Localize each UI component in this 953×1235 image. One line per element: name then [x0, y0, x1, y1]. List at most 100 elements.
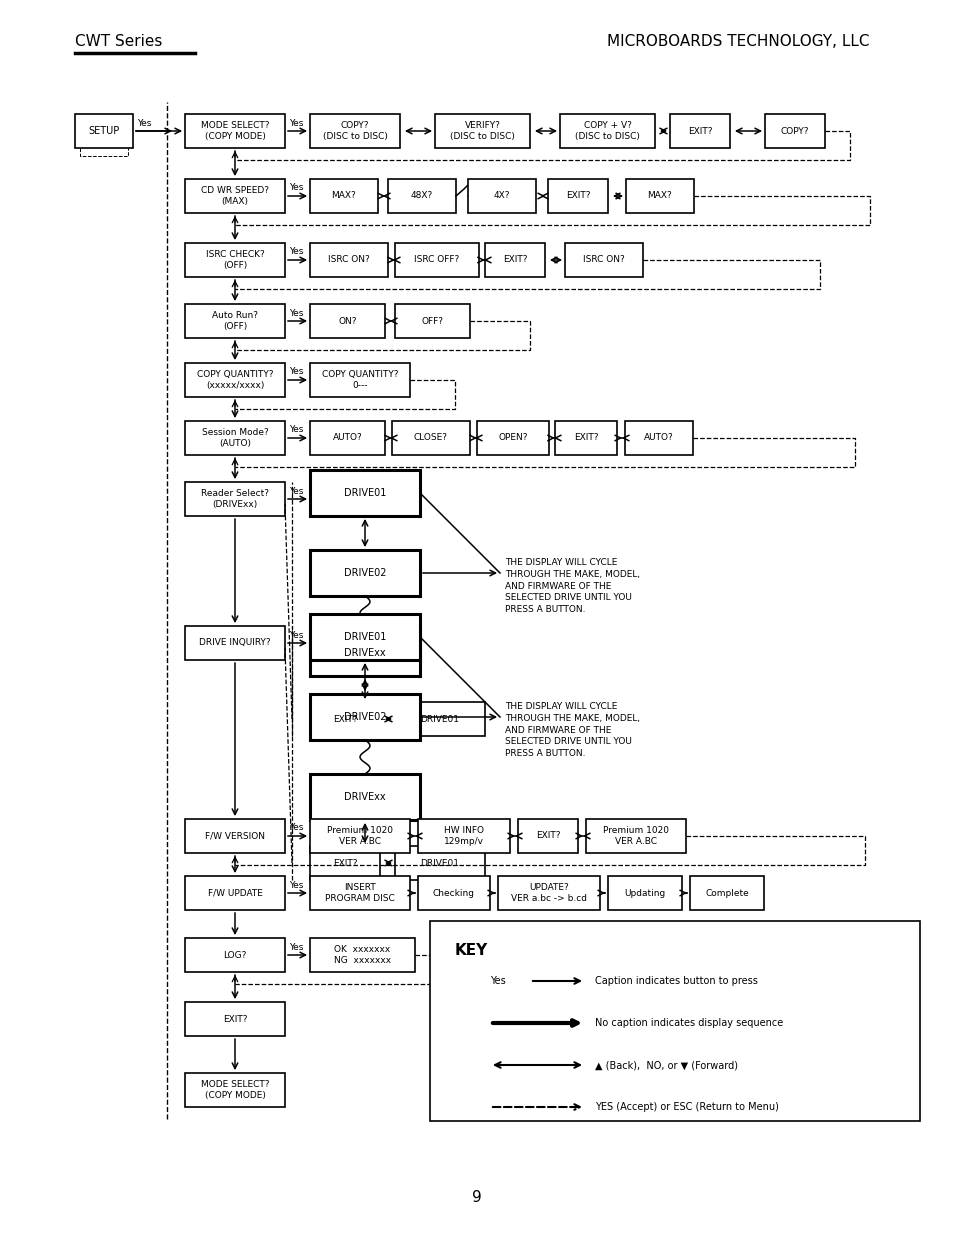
Bar [185, 939, 285, 972]
Bar [310, 694, 419, 740]
Text: ISRC OFF?: ISRC OFF? [414, 256, 459, 264]
Bar [564, 243, 642, 277]
Text: DRIVE02: DRIVE02 [343, 713, 386, 722]
Text: LOG?: LOG? [223, 951, 247, 960]
Text: KEY: KEY [455, 944, 488, 958]
Text: EXIT?: EXIT? [573, 433, 598, 442]
Text: Yes: Yes [289, 631, 303, 640]
Text: AUTO?: AUTO? [333, 433, 362, 442]
Text: CWT Series: CWT Series [75, 35, 162, 49]
Bar [310, 614, 419, 659]
Text: EXIT?: EXIT? [502, 256, 527, 264]
Text: Updating: Updating [623, 888, 665, 898]
Text: Premium 1020
VER A.BC: Premium 1020 VER A.BC [602, 826, 668, 846]
Text: COPY + V?
(DISC to DISC): COPY + V? (DISC to DISC) [575, 121, 639, 141]
Bar [417, 876, 490, 910]
Bar [625, 179, 693, 212]
Text: ISRC ON?: ISRC ON? [582, 256, 624, 264]
Text: ISRC CHECK?
(OFF): ISRC CHECK? (OFF) [206, 249, 264, 270]
Text: HW INFO
129mp/v: HW INFO 129mp/v [443, 826, 483, 846]
Bar [310, 243, 388, 277]
Bar [310, 550, 419, 597]
Bar [517, 819, 578, 853]
Bar [607, 876, 681, 910]
Text: UPDATE?
VER a.bc -> b.cd: UPDATE? VER a.bc -> b.cd [511, 883, 586, 903]
Bar [310, 939, 415, 972]
Text: ▲ (Back),  NO, or ▼ (Forward): ▲ (Back), NO, or ▼ (Forward) [595, 1060, 738, 1070]
Text: EXIT?: EXIT? [222, 1014, 247, 1024]
Text: Auto Run?
(OFF): Auto Run? (OFF) [212, 311, 257, 331]
Text: Complete: Complete [704, 888, 748, 898]
Text: Session Mode?
(AUTO): Session Mode? (AUTO) [201, 429, 268, 448]
Text: MAX?: MAX? [332, 191, 356, 200]
Text: MODE SELECT?
(COPY MODE): MODE SELECT? (COPY MODE) [200, 121, 269, 141]
Text: Yes: Yes [289, 426, 303, 435]
Text: OPEN?: OPEN? [497, 433, 527, 442]
Bar [310, 363, 410, 396]
Text: EXIT?: EXIT? [333, 858, 356, 867]
Text: Yes: Yes [289, 119, 303, 127]
Bar [430, 921, 919, 1121]
Bar [395, 304, 470, 338]
Text: 4X?: 4X? [494, 191, 510, 200]
Bar [624, 421, 692, 454]
Text: OFF?: OFF? [421, 316, 443, 326]
Text: Caption indicates button to press: Caption indicates button to press [595, 976, 757, 986]
Text: EXIT?: EXIT? [536, 831, 559, 841]
Text: DRIVExx: DRIVExx [344, 648, 385, 658]
Text: DRIVE01: DRIVE01 [420, 715, 459, 724]
Bar [185, 114, 285, 148]
Text: COPY?: COPY? [780, 126, 808, 136]
Text: Yes: Yes [490, 976, 505, 986]
Text: THE DISPLAY WILL CYCLE
THROUGH THE MAKE, MODEL,
AND FIRMWARE OF THE
SELECTED DRI: THE DISPLAY WILL CYCLE THROUGH THE MAKE,… [504, 701, 639, 758]
Bar [310, 630, 419, 676]
Bar [185, 819, 285, 853]
Text: AUTO?: AUTO? [643, 433, 673, 442]
Bar [310, 701, 379, 736]
Bar [559, 114, 655, 148]
Bar [310, 304, 385, 338]
Text: ISRC ON?: ISRC ON? [328, 256, 370, 264]
Bar [185, 1002, 285, 1036]
Text: SETUP: SETUP [89, 126, 119, 136]
Bar [185, 876, 285, 910]
Text: Yes: Yes [289, 824, 303, 832]
Bar [497, 876, 599, 910]
Bar [310, 846, 379, 881]
Text: 48X?: 48X? [411, 191, 433, 200]
Text: Premium 1020
VER A.BC: Premium 1020 VER A.BC [327, 826, 393, 846]
Bar [764, 114, 824, 148]
Bar [185, 179, 285, 212]
Text: COPY?
(DISC to DISC): COPY? (DISC to DISC) [322, 121, 387, 141]
Bar [185, 363, 285, 396]
Text: DRIVE01: DRIVE01 [343, 632, 386, 642]
Text: MAX?: MAX? [647, 191, 672, 200]
Bar [417, 819, 510, 853]
Bar [395, 243, 478, 277]
Text: MICROBOARDS TECHNOLOGY, LLC: MICROBOARDS TECHNOLOGY, LLC [607, 35, 869, 49]
Bar [185, 626, 285, 659]
Text: Yes: Yes [289, 184, 303, 193]
Bar [310, 471, 419, 516]
Text: Yes: Yes [289, 942, 303, 951]
Text: DRIVE01: DRIVE01 [343, 488, 386, 498]
Bar [185, 1073, 285, 1107]
Text: F/W UPDATE: F/W UPDATE [208, 888, 262, 898]
Text: CLOSE?: CLOSE? [414, 433, 448, 442]
Bar [310, 876, 410, 910]
Text: DRIVE01: DRIVE01 [420, 858, 459, 867]
Bar [75, 114, 132, 148]
Text: EXIT?: EXIT? [565, 191, 590, 200]
Text: Yes: Yes [289, 487, 303, 495]
Bar [185, 304, 285, 338]
Text: VERIFY?
(DISC to DISC): VERIFY? (DISC to DISC) [450, 121, 515, 141]
Bar [388, 179, 456, 212]
Bar [185, 482, 285, 516]
Text: Yes: Yes [289, 368, 303, 377]
Text: MODE SELECT?
(COPY MODE): MODE SELECT? (COPY MODE) [200, 1079, 269, 1100]
Text: No caption indicates display sequence: No caption indicates display sequence [595, 1018, 782, 1028]
Text: Yes: Yes [289, 247, 303, 257]
Bar [310, 179, 377, 212]
Text: EXIT?: EXIT? [333, 715, 356, 724]
Text: INSERT
PROGRAM DISC: INSERT PROGRAM DISC [325, 883, 395, 903]
